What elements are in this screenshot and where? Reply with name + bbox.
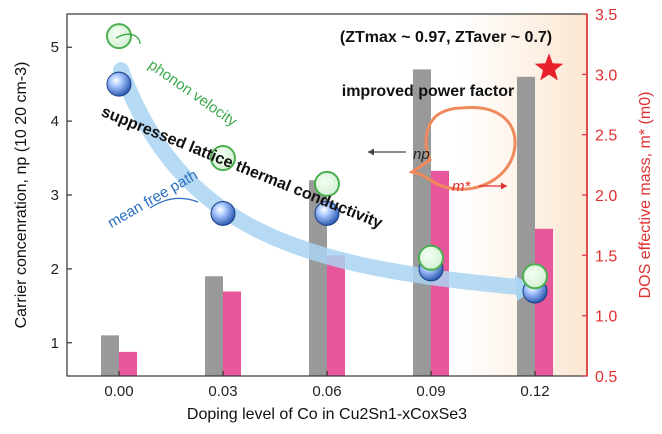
y-left-tick-label: 1 (51, 335, 59, 352)
speech-bubble (408, 106, 517, 191)
x-tick-label-0.09: 0.09 (416, 383, 445, 400)
bar-m-0.03 (223, 291, 241, 376)
y-right-tick-label: 2.5 (595, 128, 617, 145)
y-right-tick-label: 0.5 (595, 369, 617, 386)
bar-np-0.06 (309, 180, 327, 376)
blue-sphere-0.06 (314, 200, 340, 226)
blue-sphere-0.03 (210, 200, 236, 226)
bar-np-0.12 (517, 76, 535, 376)
x-axis-label: Doping level of Co in Cu2Sn1-xCoxSe3 (187, 406, 467, 423)
y-right-tick-label: 1.0 (595, 309, 617, 326)
x-tick-label-0.03: 0.03 (208, 383, 237, 400)
left-axis: 1 2 3 4 5 (51, 39, 72, 352)
y-left-tick-label: 5 (51, 39, 59, 56)
m-arrow-label: m* (452, 178, 471, 195)
y-left-label-text: Carrier concenration, np (10 20 cm-3) (13, 62, 30, 329)
star-icon (534, 53, 564, 81)
y-right-label: DOS effective mass, m* (m0) (637, 92, 654, 299)
green-circle-0.12 (522, 263, 548, 290)
y-right-label-text: DOS effective mass, m* (m0) (637, 92, 654, 299)
bar-np-0.09 (413, 69, 431, 376)
np-arrow-label: np (413, 146, 430, 163)
bar-m-0.00 (119, 351, 137, 376)
x-tick-label-0.00: 0.00 (104, 383, 133, 400)
y-right-tick-label: 1.5 (595, 248, 617, 265)
blue-sphere-0.00 (106, 71, 132, 97)
green-circle-0.03 (210, 145, 236, 172)
y-left-tick-label: 2 (51, 261, 59, 278)
np-arrow-head (368, 148, 374, 156)
y-left-tick-label: 3 (51, 187, 59, 204)
zt-annotation: (ZTmax ~ 0.97, ZTaver ~ 0.7) (340, 29, 552, 46)
m-arrow-head (501, 182, 507, 190)
bar-np-0.00 (101, 335, 119, 376)
x-axis: 0.00 0.03 0.06 0.09 0.12 (104, 371, 550, 400)
x-tick-label-0.12: 0.12 (520, 383, 549, 400)
x-tick-label-0.06: 0.06 (312, 383, 341, 400)
y-left-label: Carrier concenration, np (10 20 cm-3) (13, 62, 30, 329)
bar-np-0.03 (205, 276, 223, 376)
phonon-leader (115, 33, 141, 45)
y-right-tick-label: 2.0 (595, 188, 617, 205)
markers-layer (106, 23, 564, 304)
mfp-leader (149, 197, 199, 209)
green-circle-0.06 (314, 170, 340, 197)
right-axis: 0.5 1.0 1.5 2.0 2.5 3.0 3.5 (582, 7, 617, 386)
power-factor-annotation: improved power factor (342, 83, 514, 100)
green-circle-0.09 (418, 244, 444, 271)
y-right-tick-label: 3.0 (595, 67, 617, 84)
y-right-tick-label: 3.5 (595, 7, 617, 24)
bar-m-0.06 (327, 255, 345, 376)
y-left-tick-label: 4 (51, 113, 59, 130)
